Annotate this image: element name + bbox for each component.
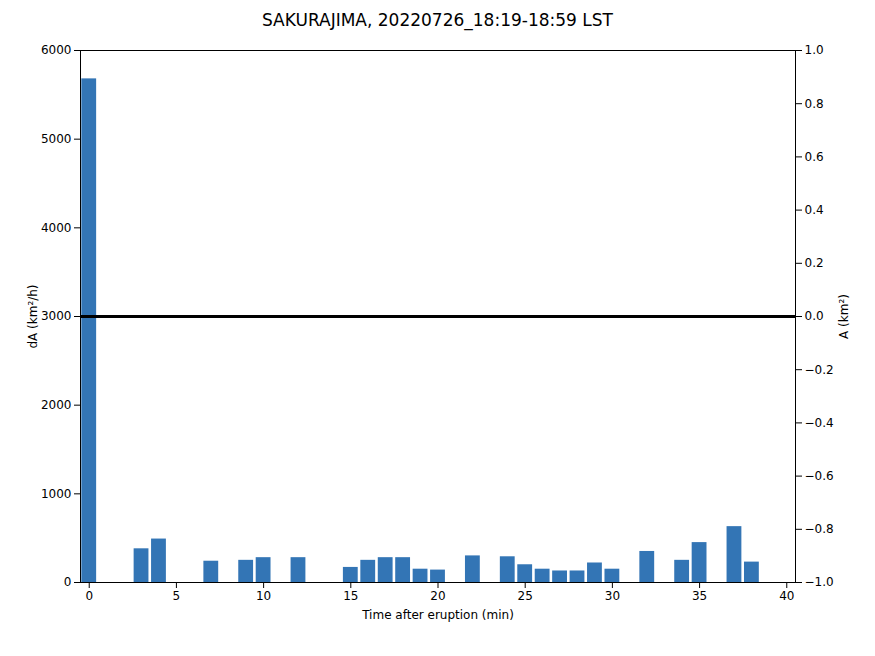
svg-text:0: 0 — [64, 575, 72, 589]
svg-text:0.0: 0.0 — [805, 309, 824, 323]
svg-text:A (km²): A (km²) — [837, 294, 851, 339]
svg-text:0: 0 — [85, 589, 93, 603]
svg-text:20: 20 — [430, 589, 445, 603]
svg-text:40: 40 — [779, 589, 794, 603]
svg-text:0.8: 0.8 — [805, 97, 824, 111]
svg-text:0.2: 0.2 — [805, 256, 824, 270]
svg-text:10: 10 — [256, 589, 271, 603]
svg-text:−0.4: −0.4 — [805, 416, 834, 430]
svg-text:35: 35 — [692, 589, 707, 603]
html-text:SAKURAJIMA, 20220726_18:19-18:: SAKURAJIMA, 20220726_18:19-18:59 LST — [262, 10, 613, 30]
svg-text:0.6: 0.6 — [805, 150, 824, 164]
svg-text:15: 15 — [343, 589, 358, 603]
svg-text:−1.0: −1.0 — [805, 575, 834, 589]
svg-text:1000: 1000 — [41, 487, 72, 501]
svg-text:0.4: 0.4 — [805, 203, 824, 217]
svg-text:Time after eruption (min): Time after eruption (min) — [361, 608, 514, 622]
svg-text:30: 30 — [605, 589, 620, 603]
svg-text:6000: 6000 — [41, 43, 72, 57]
svg-text:dA (km²/h): dA (km²/h) — [26, 284, 40, 348]
svg-text:3000: 3000 — [41, 309, 72, 323]
svg-text:−0.2: −0.2 — [805, 363, 834, 377]
svg-text:1.0: 1.0 — [805, 43, 824, 57]
svg-text:−0.8: −0.8 — [805, 522, 834, 536]
svg-text:2000: 2000 — [41, 398, 72, 412]
svg-text:5: 5 — [173, 589, 181, 603]
svg-text:5000: 5000 — [41, 132, 72, 146]
svg-text:4000: 4000 — [41, 221, 72, 235]
svg-text:−0.6: −0.6 — [805, 469, 834, 483]
svg-text:25: 25 — [518, 589, 533, 603]
